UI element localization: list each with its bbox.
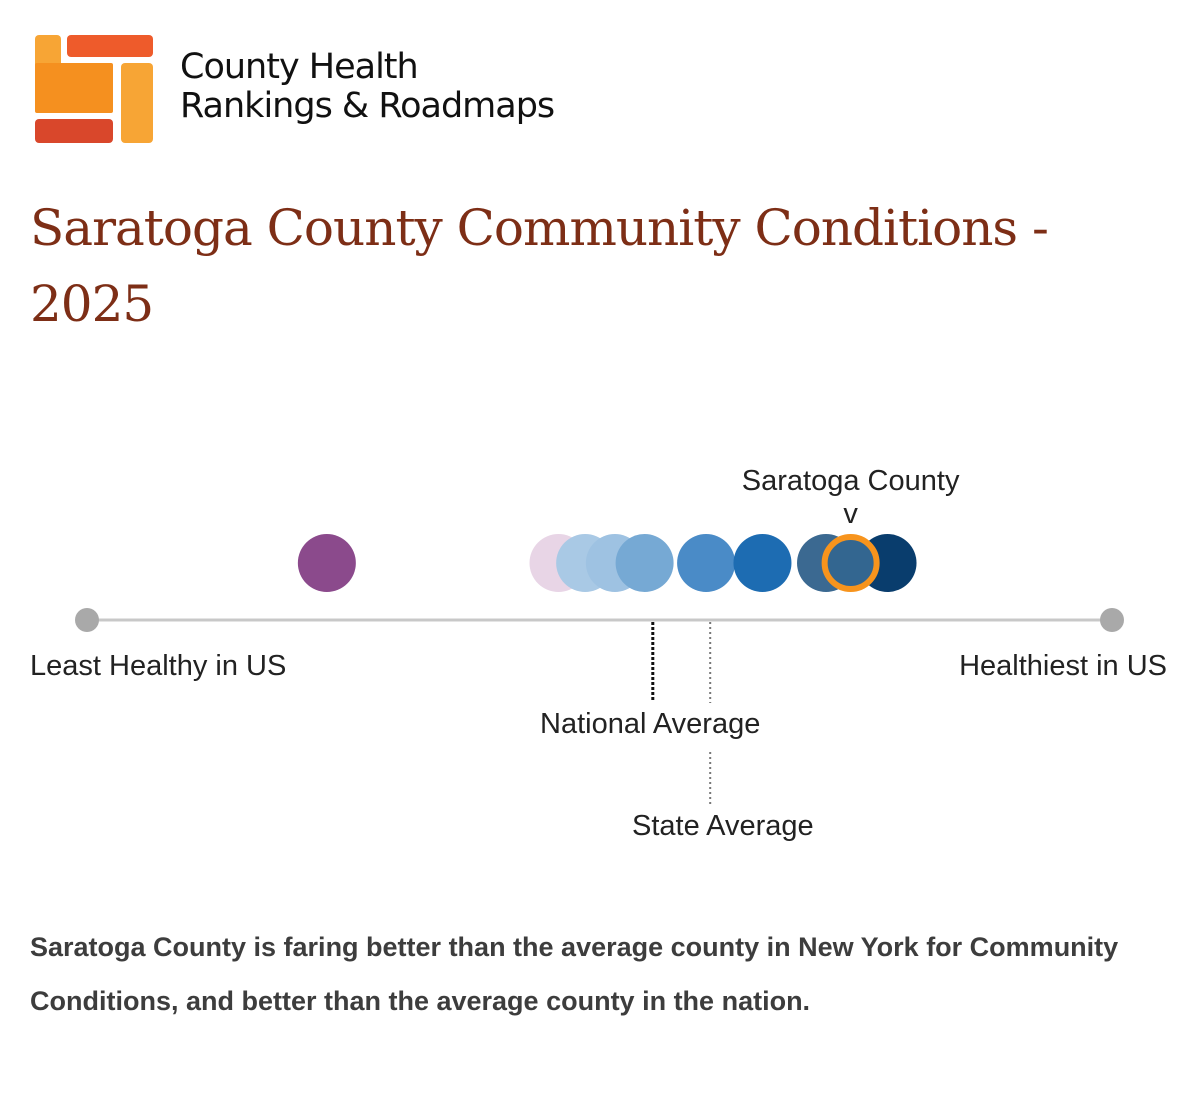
highlight-label: Saratoga County — [742, 465, 960, 497]
reference-label: National Average — [540, 708, 760, 740]
county-point — [297, 534, 356, 592]
county-point — [615, 534, 674, 592]
county-point — [733, 534, 792, 592]
county-point — [677, 534, 736, 592]
axis-end-left — [75, 608, 99, 632]
axis-end-right — [1100, 608, 1124, 632]
highlight-marker: v — [843, 498, 858, 530]
reference-label: State Average — [632, 810, 814, 842]
page-title: Saratoga County Community Conditions - 2… — [30, 199, 1049, 333]
axis-label-left: Least Healthy in US — [30, 650, 286, 682]
health-position-chart: Least Healthy in US Healthiest in US Nat… — [30, 465, 1167, 842]
highlight-point — [821, 534, 880, 592]
axis-label-right: Healthiest in US — [959, 650, 1167, 682]
logo-line-1: County Health — [180, 47, 419, 87]
logo-wordmark: County Health Rankings & Roadmaps — [180, 47, 555, 126]
summary-text: Saratoga County is faring better than th… — [30, 932, 1119, 1016]
logo-line-2: Rankings & Roadmaps — [180, 86, 555, 126]
county-health-rankings-logo — [35, 35, 153, 143]
